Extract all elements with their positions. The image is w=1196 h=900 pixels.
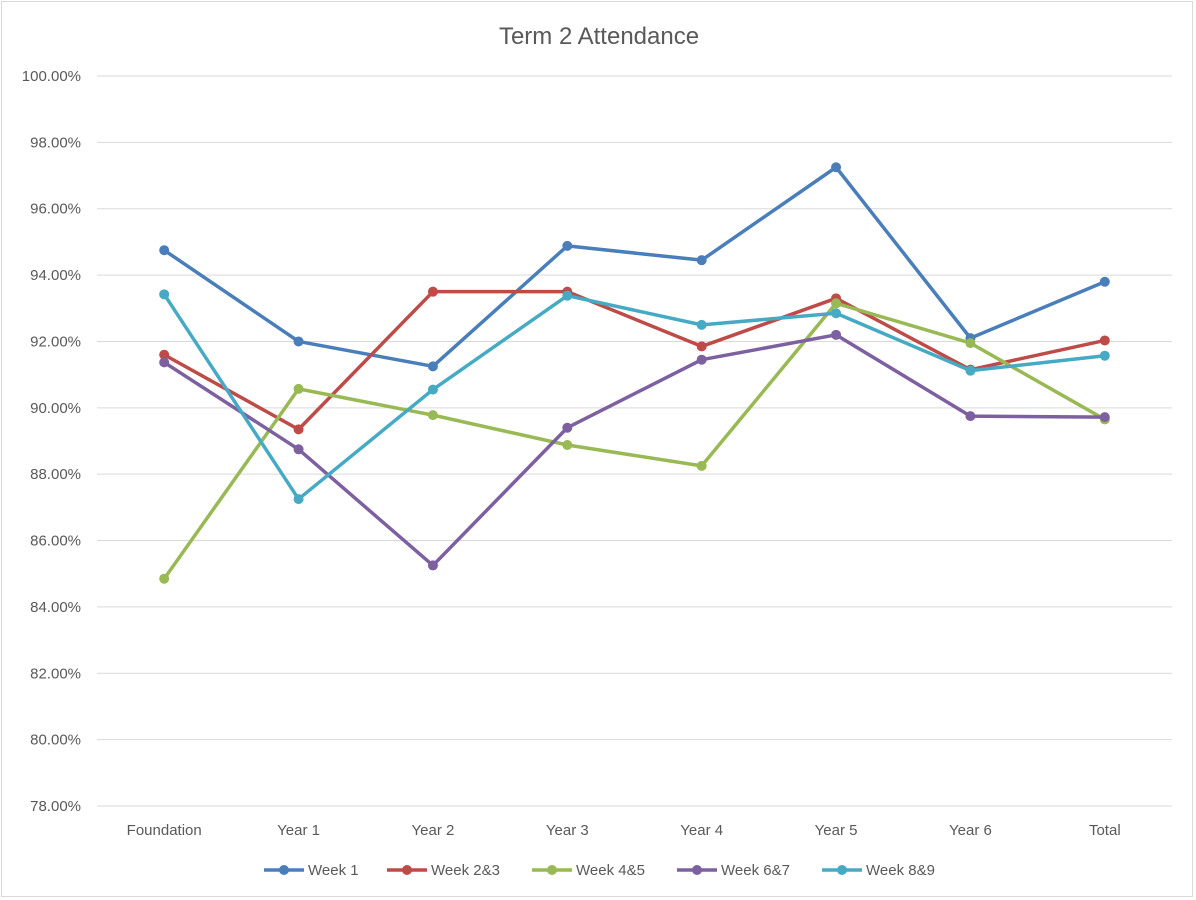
data-point xyxy=(159,357,170,368)
y-tick-label: 88.00% xyxy=(30,466,81,483)
y-tick-label: 80.00% xyxy=(30,732,81,749)
y-tick-label: 98.00% xyxy=(30,134,81,151)
data-point xyxy=(1099,350,1110,361)
y-tick-label: 96.00% xyxy=(30,201,81,218)
legend-label: Week 4&5 xyxy=(576,862,645,879)
data-point xyxy=(159,349,170,360)
data-point xyxy=(696,319,707,330)
y-tick-label: 100.00% xyxy=(22,68,81,85)
series-lines xyxy=(159,162,1110,584)
x-tick-label: Year 4 xyxy=(680,822,723,839)
y-tick-label: 92.00% xyxy=(30,333,81,350)
legend-label: Week 1 xyxy=(308,862,359,879)
series-line xyxy=(162,292,1107,501)
data-point xyxy=(562,439,573,450)
x-tick-label: Year 1 xyxy=(277,822,320,839)
data-point xyxy=(1099,276,1110,287)
data-point xyxy=(1099,412,1110,423)
legend-item: Week 2&3 xyxy=(387,862,500,879)
legend-swatch-marker xyxy=(837,865,847,875)
series-line xyxy=(162,289,1107,432)
legend-item: Week 4&5 xyxy=(532,862,645,879)
y-tick-label: 90.00% xyxy=(30,400,81,417)
legend-swatch-marker xyxy=(547,865,557,875)
series-3 xyxy=(159,298,1110,584)
legend-item: Week 8&9 xyxy=(822,862,935,879)
y-tick-label: 86.00% xyxy=(30,533,81,550)
data-point xyxy=(831,308,842,319)
data-point xyxy=(293,383,304,394)
series-4 xyxy=(159,329,1110,571)
x-tick-label: Year 2 xyxy=(412,822,455,839)
series-5 xyxy=(159,289,1110,505)
data-point xyxy=(965,365,976,376)
data-point xyxy=(293,424,304,435)
y-tick-label: 82.00% xyxy=(30,665,81,682)
data-point xyxy=(831,329,842,340)
data-point xyxy=(696,354,707,365)
series-line xyxy=(162,301,1107,581)
data-point xyxy=(562,240,573,251)
data-point xyxy=(562,422,573,433)
x-tick-label: Year 3 xyxy=(546,822,589,839)
data-point xyxy=(293,494,304,505)
legend-item: Week 1 xyxy=(264,862,359,879)
x-tick-label: Year 5 xyxy=(815,822,858,839)
legend-swatch-marker xyxy=(692,865,702,875)
data-point xyxy=(159,245,170,256)
data-point xyxy=(427,410,438,421)
data-point xyxy=(427,560,438,571)
legend-swatch-marker xyxy=(279,865,289,875)
data-point xyxy=(965,411,976,422)
y-tick-label: 94.00% xyxy=(30,267,81,284)
data-point xyxy=(427,384,438,395)
data-point xyxy=(831,298,842,309)
data-point xyxy=(159,573,170,584)
legend-label: Week 8&9 xyxy=(866,862,935,879)
data-point xyxy=(293,336,304,347)
series-line xyxy=(162,333,1107,568)
data-point xyxy=(427,361,438,372)
data-point xyxy=(831,162,842,173)
data-point xyxy=(696,255,707,266)
data-point xyxy=(159,289,170,300)
legend-label: Week 2&3 xyxy=(431,862,500,879)
y-axis-ticks: 78.00% 80.00% 82.00% 84.00% 86.00% 88.00% 90.0… xyxy=(22,68,81,815)
data-point xyxy=(293,444,304,455)
legend-item: Week 6&7 xyxy=(677,862,790,879)
gridlines xyxy=(97,75,1172,807)
legend-swatch-marker xyxy=(402,865,412,875)
data-point xyxy=(696,341,707,352)
data-point xyxy=(562,290,573,301)
data-point xyxy=(427,286,438,297)
x-axis-ticks: Foundation Year 1 Year 2 Year 3 Year 4 Year 5… xyxy=(127,822,1121,839)
x-tick-label: Year 6 xyxy=(949,822,992,839)
x-tick-label: Foundation xyxy=(127,822,202,839)
data-point xyxy=(1099,335,1110,346)
y-tick-label: 84.00% xyxy=(30,599,81,616)
x-tick-label: Total xyxy=(1089,822,1121,839)
data-point xyxy=(696,460,707,471)
legend-label: Week 6&7 xyxy=(721,862,790,879)
series-line xyxy=(162,165,1107,369)
y-tick-label: 78.00% xyxy=(30,798,81,815)
data-point xyxy=(965,338,976,349)
legend: Week 1 Week 2&3 Week 4&5 Week 6&7 Week 8&9 xyxy=(264,862,935,879)
chart-title: Term 2 Attendance xyxy=(499,23,699,50)
